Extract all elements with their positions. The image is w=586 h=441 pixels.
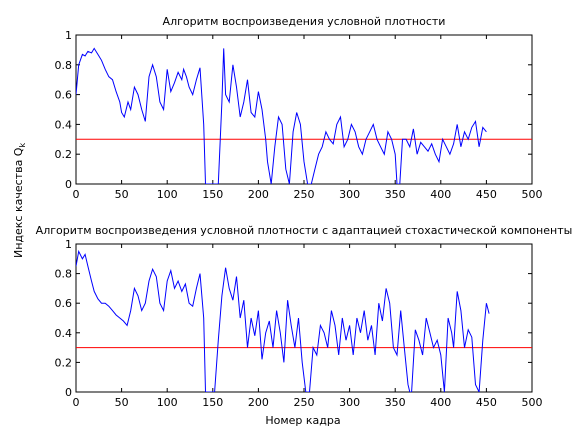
- chart-title: Алгоритм воспроизведения условной плотно…: [36, 224, 573, 237]
- x-tick-label: 100: [157, 396, 178, 409]
- x-tick-label: 200: [248, 396, 269, 409]
- y-tick-label: 0: [65, 178, 72, 191]
- x-tick-label: 150: [202, 396, 223, 409]
- y-tick-label: 0.2: [55, 148, 73, 161]
- x-tick-label: 350: [385, 188, 406, 201]
- x-tick-label: 500: [522, 188, 543, 201]
- x-tick-label: 350: [385, 396, 406, 409]
- x-tick-label: 0: [73, 188, 80, 201]
- chart-bottom: Алгоритм воспроизведения условной плотно…: [36, 224, 573, 409]
- plot-area: [75, 243, 533, 393]
- y-tick-label: 0.6: [55, 297, 73, 310]
- x-tick-label: 250: [294, 396, 315, 409]
- x-tick-label: 250: [294, 188, 315, 201]
- series-line: [76, 47, 487, 184]
- x-tick-label: 50: [115, 188, 129, 201]
- x-tick-label: 0: [73, 396, 80, 409]
- chart-top: Алгоритм воспроизведения условной плотно…: [55, 15, 543, 201]
- series-line: [76, 249, 490, 392]
- x-tick-label: 100: [157, 188, 178, 201]
- y-tick-label: 1: [65, 238, 72, 251]
- figure-ylabel-sub: k: [18, 143, 27, 148]
- x-tick-label: 500: [522, 396, 543, 409]
- x-tick-label: 400: [430, 188, 451, 201]
- x-tick-label: 450: [476, 396, 497, 409]
- x-tick-label: 300: [339, 396, 360, 409]
- y-tick-label: 0.4: [55, 327, 73, 340]
- y-tick-label: 0.6: [55, 89, 73, 102]
- y-tick-label: 0.8: [55, 59, 73, 72]
- x-tick-label: 400: [430, 396, 451, 409]
- chart-title: Алгоритм воспроизведения условной плотно…: [163, 15, 446, 28]
- figure-xlabel: Номер кадра: [265, 414, 340, 427]
- y-tick-label: 0.4: [55, 118, 73, 131]
- x-tick-label: 50: [115, 396, 129, 409]
- y-tick-label: 1: [65, 29, 72, 42]
- figure-ylabel-main: Индекс качества Q: [12, 147, 25, 258]
- y-tick-label: 0.8: [55, 268, 73, 281]
- x-tick-label: 300: [339, 188, 360, 201]
- x-tick-label: 450: [476, 188, 497, 201]
- x-tick-label: 150: [202, 188, 223, 201]
- y-tick-label: 0: [65, 386, 72, 399]
- x-tick-label: 200: [248, 188, 269, 201]
- figure-ylabel: Индекс качества Qk: [12, 143, 27, 258]
- y-tick-label: 0.2: [55, 356, 73, 369]
